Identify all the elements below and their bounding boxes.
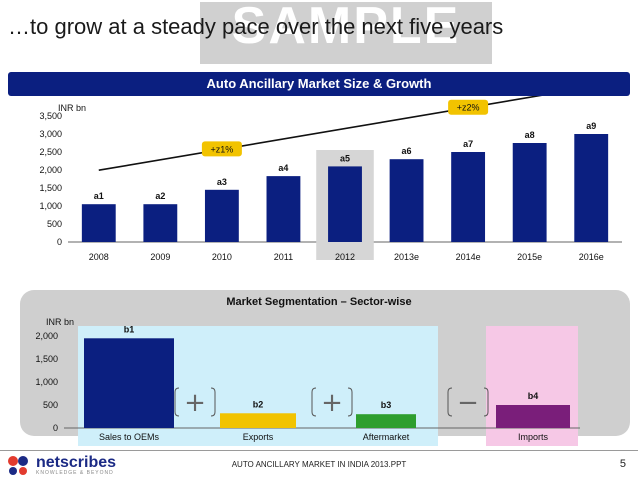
bar bbox=[496, 405, 570, 428]
footer-text: AUTO ANCILLARY MARKET IN INDIA 2013.PPT bbox=[231, 460, 407, 469]
y-tick-label: 500 bbox=[47, 219, 62, 229]
x-tick-label: 2012 bbox=[335, 252, 355, 262]
y-axis-label: INR bn bbox=[46, 317, 74, 327]
minus-operator-icon: − bbox=[457, 388, 479, 418]
operator-bracket-left bbox=[311, 387, 317, 417]
bar bbox=[356, 414, 416, 428]
plus-operator-icon: + bbox=[184, 388, 206, 418]
logo-mark-icon bbox=[8, 456, 28, 475]
growth-badge-label: +z2% bbox=[457, 103, 480, 113]
operator-bracket-right bbox=[483, 387, 489, 417]
y-axis-label: INR bn bbox=[58, 103, 86, 113]
bar bbox=[512, 143, 547, 242]
y-tick-label: 1,500 bbox=[39, 183, 62, 193]
bar bbox=[81, 204, 116, 242]
operator-bracket-left bbox=[447, 387, 453, 417]
bar-data-label: b2 bbox=[253, 399, 264, 409]
bar bbox=[328, 166, 362, 242]
bar-data-label: b4 bbox=[528, 391, 539, 401]
y-tick-label: 1,000 bbox=[35, 377, 58, 387]
x-tick-label: 2014e bbox=[456, 252, 481, 262]
x-tick-label: 2015e bbox=[517, 252, 542, 262]
bar-data-label: a4 bbox=[278, 163, 288, 173]
slide-title: …to grow at a steady pace over the next … bbox=[8, 14, 504, 39]
bar bbox=[451, 152, 486, 242]
operator-bracket-right bbox=[210, 387, 216, 417]
growth-arrow-line bbox=[98, 96, 543, 171]
bar-data-label: a7 bbox=[463, 139, 473, 149]
bar bbox=[143, 204, 178, 242]
y-tick-label: 500 bbox=[43, 400, 58, 410]
bar bbox=[220, 413, 296, 428]
operator-bracket-right bbox=[347, 387, 353, 417]
logo-tagline: KNOWLEDGE & BEYOND bbox=[36, 470, 114, 476]
bar-data-label: a8 bbox=[525, 130, 535, 140]
bar-data-label: b1 bbox=[124, 324, 135, 334]
x-tick-label: 2010 bbox=[212, 252, 232, 262]
operator-bracket-left bbox=[174, 387, 180, 417]
bar-data-label: a9 bbox=[586, 121, 596, 131]
x-tick-label: 2016e bbox=[579, 252, 604, 262]
y-tick-label: 1,500 bbox=[35, 354, 58, 364]
market-size-chart: INR bn 0 500 1,000 1,500 2,000 2,500 3,000 3,500… bbox=[39, 96, 622, 262]
y-tick-label: 0 bbox=[53, 423, 58, 433]
watermark-text: SAMPLE bbox=[231, 0, 461, 55]
segmentation-title: Market Segmentation – Sector-wise bbox=[226, 296, 412, 308]
footer-divider bbox=[0, 450, 638, 451]
x-tick-label: 2013e bbox=[394, 252, 419, 262]
logo-text: netscribes bbox=[36, 454, 117, 471]
x-tick-label: Imports bbox=[518, 432, 549, 442]
segmentation-chart: INR bn 0 500 1,000 1,500 2,000 b1 Sales to OEMs… bbox=[35, 317, 580, 446]
bar-data-label: a2 bbox=[155, 191, 165, 201]
x-tick-label: 2011 bbox=[274, 252, 293, 262]
y-tick-label: 0 bbox=[57, 237, 62, 247]
y-tick-label: 2,000 bbox=[39, 165, 62, 175]
y-tick-label: 1,000 bbox=[39, 201, 62, 211]
x-tick-label: 2009 bbox=[150, 252, 170, 262]
netscribes-logo: netscribes KNOWLEDGE & BEYOND bbox=[6, 454, 122, 476]
x-tick-label: 2008 bbox=[89, 252, 109, 262]
bar bbox=[204, 189, 239, 242]
growth-badge-label: +z1% bbox=[211, 144, 234, 154]
y-tick-label: 3,500 bbox=[39, 111, 62, 121]
bar bbox=[574, 134, 609, 242]
bar-data-label: a6 bbox=[402, 146, 412, 156]
bar-data-label: a5 bbox=[340, 153, 350, 163]
bar bbox=[266, 176, 301, 242]
x-tick-label: Sales to OEMs bbox=[99, 432, 160, 442]
y-tick-label: 2,000 bbox=[35, 331, 58, 341]
plus-operator-icon: + bbox=[321, 388, 343, 418]
bar-data-label: a3 bbox=[217, 177, 227, 187]
growth-badge bbox=[201, 141, 242, 157]
bar-data-label: b3 bbox=[381, 400, 392, 410]
x-tick-label: Aftermarket bbox=[363, 432, 410, 442]
y-tick-label: 2,500 bbox=[39, 147, 62, 157]
growth-badge bbox=[448, 99, 489, 115]
bar bbox=[84, 338, 174, 428]
bar-data-label: a1 bbox=[94, 191, 104, 201]
x-tick-label: Exports bbox=[243, 432, 274, 442]
page-number: 5 bbox=[619, 458, 626, 470]
bar bbox=[389, 159, 424, 242]
watermark: SAMPLE bbox=[200, 0, 492, 64]
y-tick-label: 3,000 bbox=[39, 129, 62, 139]
chart-title-bar: Auto Ancillary Market Size & Growth bbox=[8, 72, 630, 96]
